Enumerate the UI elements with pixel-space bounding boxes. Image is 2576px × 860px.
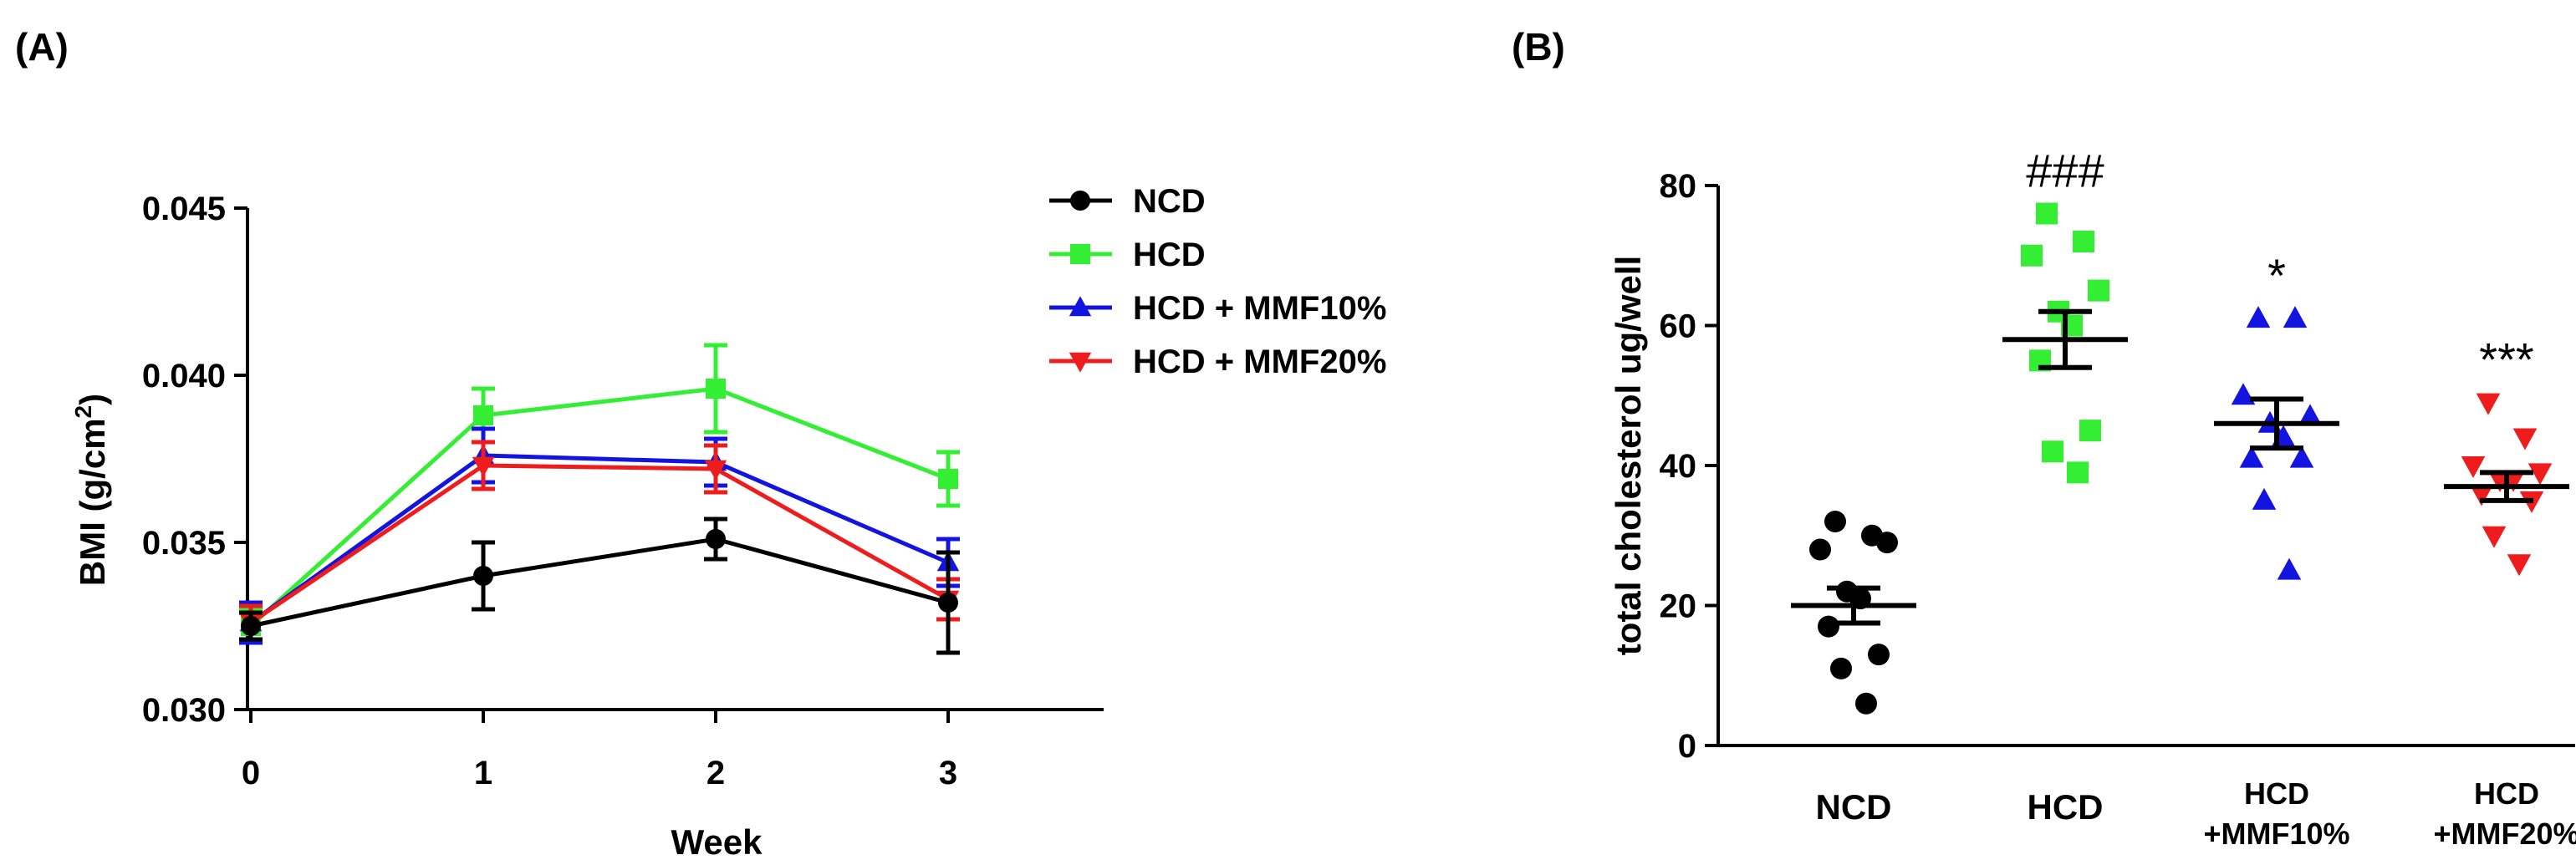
data-point bbox=[1824, 511, 1846, 532]
data-point bbox=[2512, 428, 2538, 450]
panel-b-label: (B) bbox=[1512, 25, 1565, 69]
y-tick-label: 0.040 bbox=[142, 358, 226, 394]
legend-label: NCD bbox=[1133, 183, 1206, 220]
group-ncd: NCD bbox=[1791, 511, 1916, 827]
data-point bbox=[2073, 231, 2094, 252]
series-ncd bbox=[239, 517, 960, 655]
data-point bbox=[2289, 445, 2314, 468]
chart-a-legend: NCD HCD HCD + MMF10% HCD + MMF20% bbox=[1049, 183, 1386, 380]
significance-label: *** bbox=[2479, 333, 2533, 386]
data-point bbox=[706, 529, 726, 549]
data-point bbox=[472, 456, 495, 477]
significance-label: * bbox=[2267, 249, 2286, 302]
data-point bbox=[473, 566, 493, 586]
data-point bbox=[706, 379, 726, 399]
group-hcd-mmf10: * HCD +MMF10% bbox=[2203, 249, 2349, 851]
data-point bbox=[2079, 420, 2101, 442]
chart-a-series bbox=[239, 343, 960, 655]
chart-a-axes: 0.030 0.035 0.040 0.045 0 1 2 3 bbox=[142, 191, 1104, 791]
data-point bbox=[2277, 557, 2302, 580]
data-point bbox=[2036, 202, 2058, 225]
data-point bbox=[2469, 484, 2494, 506]
legend-marker bbox=[1070, 191, 1090, 211]
data-point bbox=[1855, 692, 1877, 715]
category-label: HCD bbox=[2474, 776, 2539, 811]
y-tick-label: 60 bbox=[1660, 308, 1697, 345]
group-hcd: ### HCD bbox=[2002, 145, 2128, 827]
y-tick-label: 0.030 bbox=[142, 692, 226, 729]
series-hcd-mmf10 bbox=[239, 426, 960, 645]
data-point bbox=[2283, 306, 2308, 328]
series-hcd bbox=[239, 343, 960, 645]
x-tick-label: 2 bbox=[706, 755, 725, 791]
chart-b-groups: NCD ### HCD * HCD +MMF10% *** HCD +MMF20% bbox=[1791, 145, 2576, 851]
y-tick-label: 80 bbox=[1660, 168, 1697, 205]
legend-label: HCD bbox=[1133, 237, 1206, 273]
chart-b: 0 20 40 60 80 NCD ### HCD * HCD +MMF10% *** HCD +MMF… bbox=[1609, 145, 2576, 852]
chart-a-y-axis-title-main: BMI (g/cm bbox=[73, 418, 112, 586]
data-point bbox=[2042, 440, 2063, 463]
series-line bbox=[249, 463, 950, 625]
legend-item-ncd: NCD bbox=[1049, 183, 1206, 220]
legend-marker bbox=[1069, 296, 1092, 317]
series-line bbox=[250, 537, 949, 628]
legend-marker bbox=[1069, 352, 1092, 373]
series-line bbox=[249, 386, 949, 628]
legend-item-hcd-mmf20: HCD + MMF20% bbox=[1049, 343, 1386, 380]
category-label: HCD bbox=[2028, 787, 2104, 827]
data-point bbox=[1809, 538, 1831, 561]
chart-a-y-axis-title-end: ) bbox=[73, 394, 112, 405]
significance-label: ### bbox=[2026, 145, 2104, 197]
x-tick-label: 3 bbox=[939, 755, 957, 791]
data-point bbox=[2231, 383, 2256, 405]
data-point bbox=[241, 616, 261, 636]
data-point bbox=[1830, 657, 1852, 679]
category-label: +MMF20% bbox=[2433, 817, 2576, 851]
data-point bbox=[938, 469, 958, 489]
data-point bbox=[2239, 445, 2264, 468]
legend-label: HCD + MMF10% bbox=[1133, 290, 1386, 327]
category-label: HCD bbox=[2244, 776, 2309, 811]
data-point bbox=[2461, 455, 2486, 478]
chart-a-y-axis-title-sup: 2 bbox=[70, 405, 96, 419]
data-point bbox=[2021, 244, 2043, 267]
data-point bbox=[1818, 615, 1839, 638]
data-point bbox=[2528, 463, 2553, 486]
chart-a-y-axis-title: BMI (g/cm2) bbox=[70, 394, 112, 586]
group-hcd-mmf20: *** HCD +MMF20% bbox=[2433, 333, 2576, 851]
data-point bbox=[938, 593, 958, 613]
data-point bbox=[2507, 554, 2532, 577]
data-point bbox=[704, 460, 727, 481]
data-point bbox=[2482, 526, 2507, 548]
data-point bbox=[1868, 644, 1890, 666]
y-tick-label: 0.035 bbox=[142, 525, 226, 562]
data-point bbox=[1876, 532, 1898, 554]
y-tick-label: 0 bbox=[1678, 728, 1696, 765]
panel-a-label: (A) bbox=[15, 25, 69, 69]
category-label: NCD bbox=[1816, 787, 1892, 827]
y-tick-label: 20 bbox=[1660, 588, 1697, 625]
x-tick-label: 0 bbox=[242, 755, 260, 791]
category-label: +MMF10% bbox=[2203, 817, 2349, 851]
data-point bbox=[473, 405, 493, 425]
chart-b-y-axis-title: total cholesterol ug/well bbox=[1609, 256, 1648, 655]
data-point bbox=[2252, 487, 2277, 510]
legend-item-hcd-mmf10: HCD + MMF10% bbox=[1049, 290, 1386, 327]
chart-a-x-axis-title: Week bbox=[671, 822, 763, 860]
chart-b-axes: 0 20 40 60 80 bbox=[1660, 168, 2575, 765]
legend-label: HCD + MMF20% bbox=[1133, 343, 1386, 380]
data-point bbox=[2088, 279, 2109, 302]
data-point bbox=[2067, 461, 2089, 484]
data-point bbox=[2246, 306, 2271, 328]
legend-marker bbox=[1070, 244, 1090, 264]
x-tick-label: 1 bbox=[474, 755, 492, 791]
legend-item-hcd: HCD bbox=[1049, 237, 1206, 273]
y-tick-label: 0.045 bbox=[142, 191, 226, 227]
y-tick-label: 40 bbox=[1660, 448, 1697, 485]
series-line bbox=[249, 453, 949, 625]
data-point bbox=[2298, 404, 2323, 426]
data-point bbox=[2476, 393, 2501, 415]
